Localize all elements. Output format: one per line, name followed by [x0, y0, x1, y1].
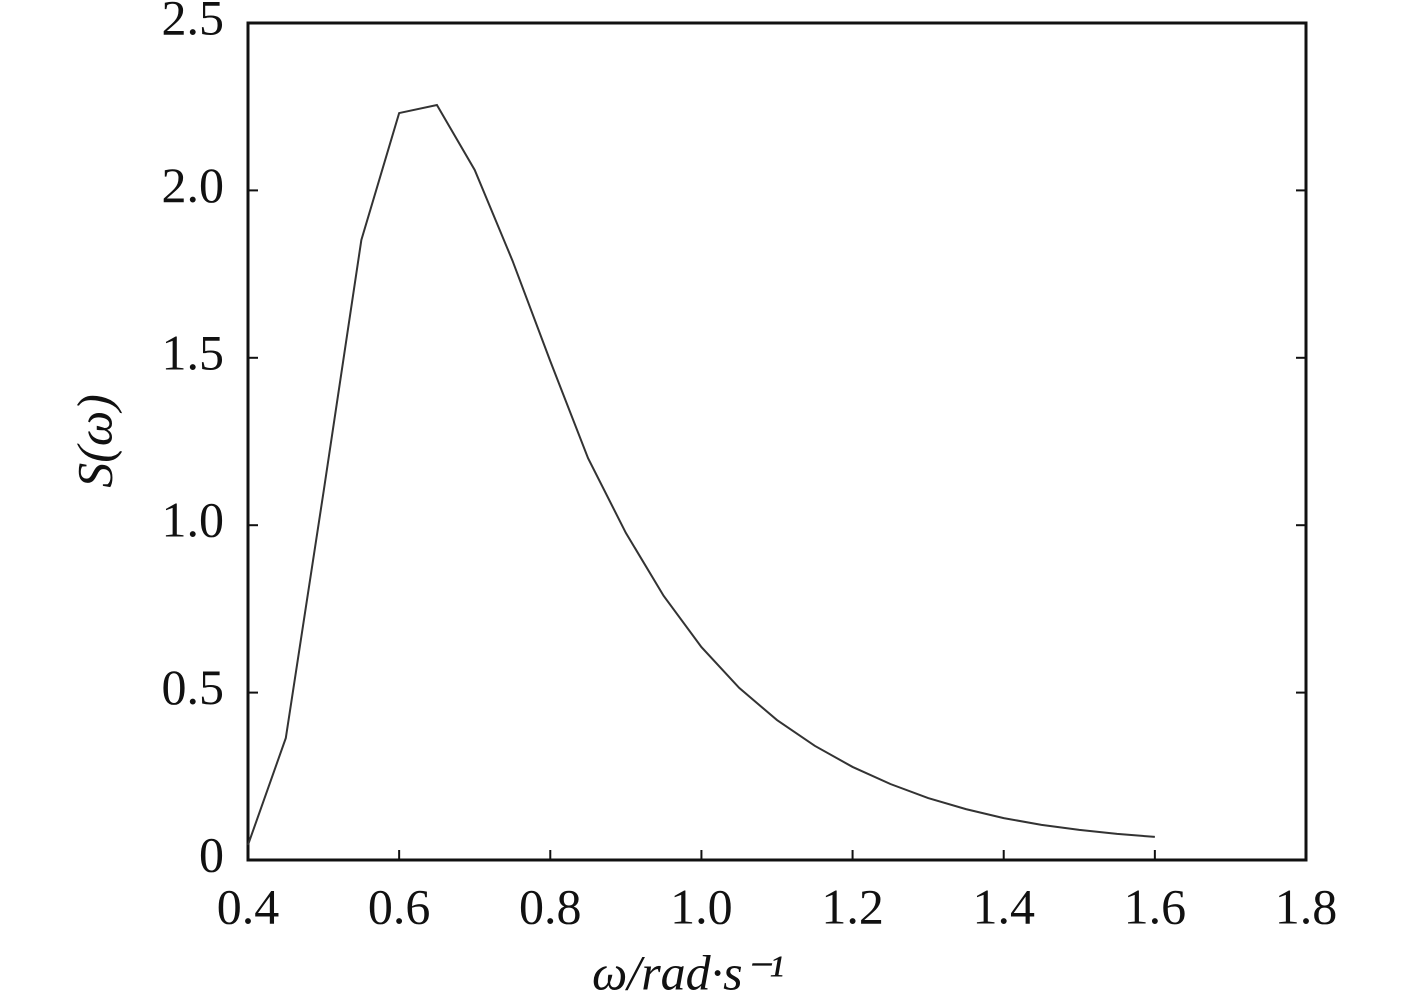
x-tick-label: 1.2: [821, 878, 884, 934]
y-tick-label: 0.5: [162, 659, 225, 715]
y-axis-label: S(ω): [66, 394, 122, 488]
x-tick-label: 1.0: [670, 878, 733, 934]
y-tick-label: 2.0: [162, 157, 225, 213]
plot-frame: [246, 21, 1308, 862]
data-line: [247, 103, 1155, 846]
x-tick-label: 1.4: [972, 878, 1035, 934]
x-tick-label: 1.8: [1275, 878, 1338, 934]
y-tick-label: 2.5: [162, 0, 225, 45]
y-tick-label: 1.0: [162, 492, 225, 548]
x-tick-label: 0.8: [519, 878, 582, 934]
y-tick-label: 1.5: [162, 324, 225, 380]
y-tick-label: 0: [199, 826, 224, 882]
x-axis-label: ω/rad·s⁻¹: [592, 944, 784, 998]
x-tick-label: 1.6: [1124, 878, 1187, 934]
x-tick-label: 0.4: [217, 878, 280, 934]
x-tick-label: 0.6: [368, 878, 431, 934]
